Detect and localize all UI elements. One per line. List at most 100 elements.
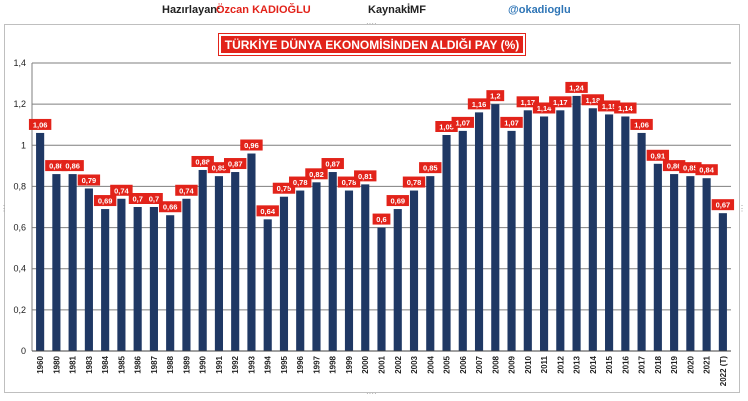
data-label: 0,69 bbox=[390, 197, 405, 206]
bar bbox=[605, 114, 614, 351]
y-tick-label: 1 bbox=[21, 140, 26, 150]
data-label: 1,14 bbox=[618, 104, 633, 113]
data-label: 0,6 bbox=[376, 215, 386, 224]
x-tick-label: 2015 bbox=[605, 355, 614, 373]
x-tick-label: 2008 bbox=[491, 355, 500, 373]
data-label: 0,69 bbox=[98, 197, 113, 206]
data-label-box bbox=[223, 158, 247, 170]
social-handle: @okadioglu bbox=[508, 4, 571, 16]
data-label-box bbox=[256, 205, 279, 217]
data-label: 0,85 bbox=[212, 164, 227, 173]
bar bbox=[198, 169, 207, 351]
data-label: 0,82 bbox=[309, 170, 324, 179]
data-label-box bbox=[549, 96, 572, 108]
data-label-box bbox=[646, 149, 670, 161]
x-tick-label: 1994 bbox=[264, 355, 273, 373]
data-label: 0,86 bbox=[667, 162, 682, 171]
data-label-box bbox=[191, 155, 214, 167]
data-label-box bbox=[321, 158, 344, 170]
bar bbox=[214, 176, 224, 351]
x-tick-label: 1988 bbox=[166, 355, 175, 373]
data-label-box bbox=[711, 199, 735, 211]
x-tick-label: 2021 bbox=[703, 355, 712, 373]
data-label: 0,79 bbox=[82, 176, 97, 185]
data-label: 1,24 bbox=[569, 83, 584, 92]
bar bbox=[670, 174, 679, 351]
x-tick-label: 1984 bbox=[101, 355, 110, 373]
data-label: 1,06 bbox=[634, 120, 649, 129]
data-label-box bbox=[240, 139, 263, 151]
bottom-resize-handle[interactable]: ···· bbox=[366, 389, 377, 398]
bar bbox=[149, 207, 158, 351]
y-tick-label: 1,2 bbox=[13, 99, 26, 109]
bar bbox=[393, 209, 402, 351]
data-label-box bbox=[110, 184, 133, 196]
data-label-box bbox=[272, 182, 296, 194]
data-label-box bbox=[486, 90, 505, 102]
bar bbox=[361, 184, 370, 351]
bar bbox=[426, 176, 435, 351]
data-label: 0,75 bbox=[277, 184, 292, 193]
data-label: 0,85 bbox=[423, 164, 438, 173]
data-label: 0,91 bbox=[651, 151, 666, 160]
bar bbox=[36, 132, 45, 351]
chart-title: TÜRKİYE DÜNYA EKONOMİSİNDEN ALDIĞI PAY (… bbox=[218, 33, 526, 56]
data-label-box bbox=[386, 195, 409, 207]
bar bbox=[491, 104, 500, 352]
y-tick-label: 0,8 bbox=[13, 181, 26, 191]
bar bbox=[133, 207, 142, 351]
x-tick-label: 1989 bbox=[182, 355, 191, 373]
x-tick-label: 2018 bbox=[654, 355, 663, 373]
x-tick-label: 1990 bbox=[199, 355, 208, 373]
y-tick-label: 1,4 bbox=[13, 58, 26, 68]
x-tick-label: 2009 bbox=[508, 355, 517, 373]
x-tick-label: 1993 bbox=[247, 355, 256, 373]
data-label: 0,84 bbox=[699, 166, 714, 175]
bar bbox=[458, 130, 467, 351]
x-tick-label: 1981 bbox=[69, 355, 78, 373]
bar bbox=[84, 188, 93, 351]
data-label: 0,86 bbox=[49, 162, 64, 171]
bar bbox=[312, 182, 321, 351]
x-tick-label: 1987 bbox=[150, 355, 159, 373]
data-label-box bbox=[28, 118, 52, 130]
x-tick-label: 1997 bbox=[312, 355, 321, 373]
chart-frame[interactable] bbox=[4, 24, 740, 393]
x-tick-label: 1992 bbox=[231, 355, 240, 373]
data-label: 0,81 bbox=[358, 172, 373, 181]
bar bbox=[166, 215, 175, 351]
bar bbox=[637, 132, 646, 351]
bar bbox=[718, 213, 727, 351]
x-tick-label: 2014 bbox=[589, 355, 598, 373]
bar bbox=[686, 176, 695, 351]
data-label-box bbox=[435, 121, 458, 132]
x-tick-label: 2013 bbox=[573, 355, 582, 373]
bar bbox=[653, 163, 662, 351]
data-label: 1,17 bbox=[520, 98, 535, 107]
data-label: 1,06 bbox=[33, 120, 48, 129]
x-tick-label: 1995 bbox=[280, 355, 289, 373]
data-label: 0,88 bbox=[195, 157, 210, 166]
y-tick-label: 0,6 bbox=[13, 223, 26, 233]
bar bbox=[539, 116, 549, 351]
bar bbox=[117, 198, 126, 351]
data-label-box bbox=[305, 168, 328, 180]
x-tick-label: 2001 bbox=[378, 355, 387, 373]
data-label: 0,67 bbox=[716, 201, 731, 210]
bar bbox=[474, 112, 484, 351]
data-label-box bbox=[532, 102, 556, 114]
bar bbox=[231, 172, 240, 351]
data-label-box bbox=[128, 193, 147, 204]
data-label-box bbox=[419, 162, 442, 174]
bar bbox=[556, 110, 565, 351]
bar bbox=[328, 172, 337, 351]
data-label: 1,07 bbox=[455, 118, 470, 127]
x-tick-label: 1996 bbox=[296, 355, 305, 373]
top-resize-handle[interactable]: ···· bbox=[366, 19, 377, 28]
data-label-box bbox=[679, 162, 702, 174]
data-label: 0,66 bbox=[163, 203, 178, 212]
x-tick-label: 2020 bbox=[686, 355, 695, 373]
right-resize-handle[interactable]: ⋮ bbox=[738, 204, 746, 213]
data-label: 0,7 bbox=[132, 195, 142, 204]
left-resize-handle[interactable]: ⋮ bbox=[0, 204, 8, 213]
